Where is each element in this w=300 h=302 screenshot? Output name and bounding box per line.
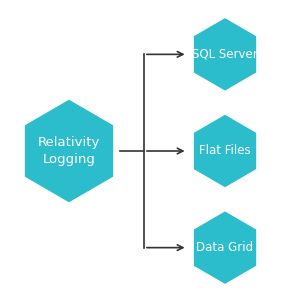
Polygon shape — [194, 211, 256, 284]
Text: Data Grid: Data Grid — [196, 241, 254, 254]
Polygon shape — [25, 100, 113, 202]
Polygon shape — [194, 115, 256, 187]
Text: Relativity
Logging: Relativity Logging — [38, 136, 100, 166]
Text: Flat Files: Flat Files — [199, 144, 251, 158]
Polygon shape — [194, 18, 256, 91]
Text: SQL Server: SQL Server — [192, 48, 258, 61]
